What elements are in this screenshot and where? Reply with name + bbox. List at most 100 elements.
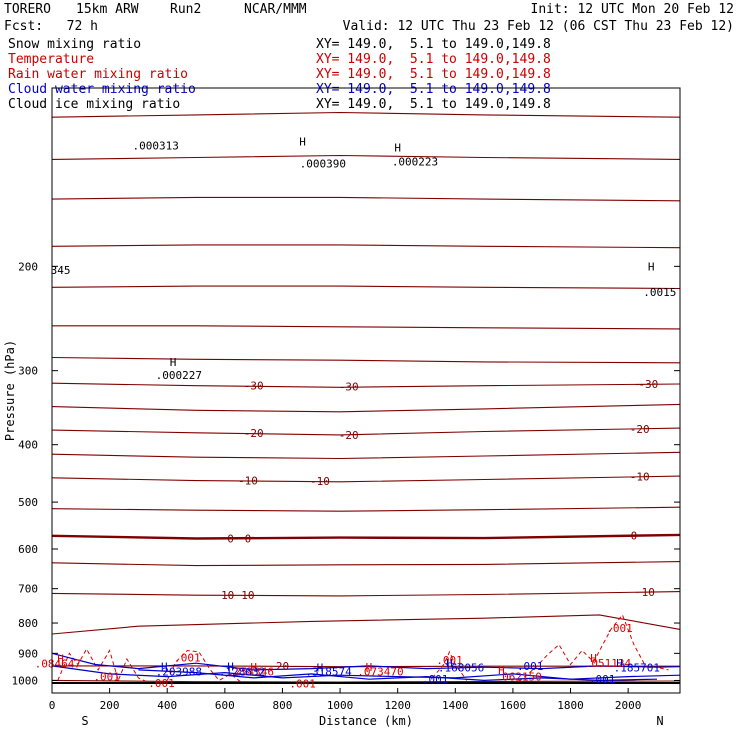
contour-label: .203988 — [156, 665, 202, 678]
contour-label: 345 — [51, 264, 71, 277]
forecast-hour: Fcst: 72 h — [4, 19, 98, 34]
contour-label: 0 — [245, 533, 252, 546]
x-axis-right-endpoint: N — [656, 714, 663, 728]
contour-label: 0 — [227, 533, 234, 546]
contour-label: .318574 — [305, 666, 352, 679]
contour-label: H — [170, 356, 177, 369]
rain-contour-1 — [166, 649, 243, 684]
contour-label: .084647 — [35, 658, 81, 671]
contour-label: .000313 — [133, 139, 179, 152]
contour-label: H — [616, 657, 623, 670]
y-tick-label: 800 — [18, 617, 38, 630]
contour-label: H — [299, 135, 306, 148]
plot-content: -30 -30 -30-20 -20 -20-10 -10 -100 0 010 10 1020H.… — [35, 111, 681, 690]
init-time: Init: 12 UTC Mon 20 Feb 12 — [530, 2, 735, 17]
model-resolution: 15km ARW — [76, 2, 139, 17]
x-tick-label: 800 — [273, 699, 293, 712]
contour-label: .0015 — [643, 286, 676, 299]
temperature-contour-1 — [51, 154, 681, 160]
y-tick-label: 400 — [18, 439, 38, 452]
y-tick-label: 900 — [18, 647, 38, 660]
contour-label: -20 — [630, 423, 650, 436]
legend-snow-name: Snow mixing ratio — [8, 37, 142, 52]
x-axis-left-endpoint: S — [81, 714, 88, 728]
temperature-contour-9 — [51, 427, 681, 436]
contour-label: .001 — [436, 654, 463, 667]
contour-label: .128632 — [219, 666, 265, 679]
contour-label: H — [648, 260, 655, 273]
temperature-contour-6 — [51, 356, 681, 364]
y-tick-label: 700 — [18, 583, 38, 596]
x-tick-label: 1400 — [442, 699, 469, 712]
contour-label: 20 — [276, 660, 289, 673]
contour-label: .000390 — [300, 157, 346, 170]
contour-label: -30 — [244, 380, 264, 393]
temperature-contour-10 — [51, 451, 681, 460]
contour-label: .001 — [517, 660, 544, 673]
contour-label: -10 — [310, 475, 330, 488]
axes: 0 200 400 600 800 1000 1200 1400 1600 1800 2000200… — [12, 260, 680, 712]
x-axis-title: Distance (km) — [319, 714, 413, 728]
contour-label: 10 — [241, 589, 254, 602]
contour-label: .001 — [606, 622, 633, 635]
legend-rain-name: Rain water mixing ratio — [8, 67, 189, 82]
contour-label: .001 — [174, 652, 201, 665]
rain-contour-3 — [518, 613, 669, 683]
temperature-contour-13 — [51, 533, 681, 540]
x-tick-label: 1800 — [557, 699, 584, 712]
x-tick-label: 0 — [49, 699, 56, 712]
contour-label: 0 — [631, 529, 638, 542]
contour-label: .001 — [93, 671, 120, 684]
temperature-contour-16 — [51, 614, 681, 635]
y-tick-label: 200 — [18, 260, 38, 273]
contour-label: H — [590, 652, 597, 665]
x-tick-label: 2000 — [615, 699, 642, 712]
chart-header: TORERO 15km ARW Run2 NCAR/MMM Init: 12 U… — [0, 0, 740, 112]
model-run: Run2 — [170, 2, 202, 17]
contour-label: .168056 — [438, 662, 484, 675]
y-tick-label: 300 — [18, 365, 38, 378]
legend-cloud-water-name: Cloud water mixing ratio — [8, 82, 196, 97]
legend-snow-xy: XY= 149.0, 5.1 to 149.0,149.8 — [316, 37, 551, 52]
model-org: NCAR/MMM — [244, 2, 307, 17]
contour-label: H — [446, 657, 453, 670]
y-tick-label: 500 — [18, 496, 38, 509]
cloud-water-contour-2 — [138, 669, 658, 682]
cloud-water-contour-0 — [51, 652, 681, 671]
temperature-contour-2 — [51, 196, 681, 202]
temperature-contour-12 — [51, 506, 681, 512]
contour-label: H — [498, 664, 505, 677]
legend-cloud-ice-name: Cloud ice mixing ratio — [8, 97, 181, 112]
x-tick-label: 1600 — [500, 699, 527, 712]
contour-label: .001 — [422, 673, 449, 686]
contour-label: H — [250, 661, 257, 674]
legend-cloud-water-xy: XY= 149.0, 5.1 to 149.0,149.8 — [316, 82, 551, 97]
x-tick-label: 1000 — [327, 699, 354, 712]
contour-label: .001 — [289, 677, 316, 690]
contour-label: 10 — [221, 589, 234, 602]
contour-label: 10 — [642, 586, 655, 599]
contour-label: .000227 — [156, 369, 202, 382]
contour-label: H — [366, 661, 373, 674]
y-axis-title: Pressure (hPa) — [3, 340, 17, 441]
contour-label: .062150 — [496, 670, 542, 683]
contour-label: H — [161, 661, 168, 674]
x-tick-label: 400 — [157, 699, 177, 712]
temperature-contour-15 — [51, 591, 681, 597]
contour-label: .001 — [589, 673, 616, 686]
contour-label: -30 — [339, 381, 359, 394]
rain-contour-2 — [431, 650, 468, 681]
temperature-contour-8 — [51, 403, 681, 413]
contour-label: .001 — [148, 677, 175, 690]
y-tick-label: 600 — [18, 543, 38, 556]
contour-label: H — [57, 652, 64, 665]
contour-label: -10 — [630, 471, 650, 484]
cloud-water-contour-1 — [51, 665, 681, 680]
contour-label: H — [394, 142, 401, 155]
x-tick-label: 1200 — [384, 699, 411, 712]
contour-label: H — [317, 662, 324, 675]
x-tick-label: 600 — [215, 699, 235, 712]
contour-label: .073470 — [357, 666, 403, 679]
temperature-contour-5 — [52, 325, 681, 330]
